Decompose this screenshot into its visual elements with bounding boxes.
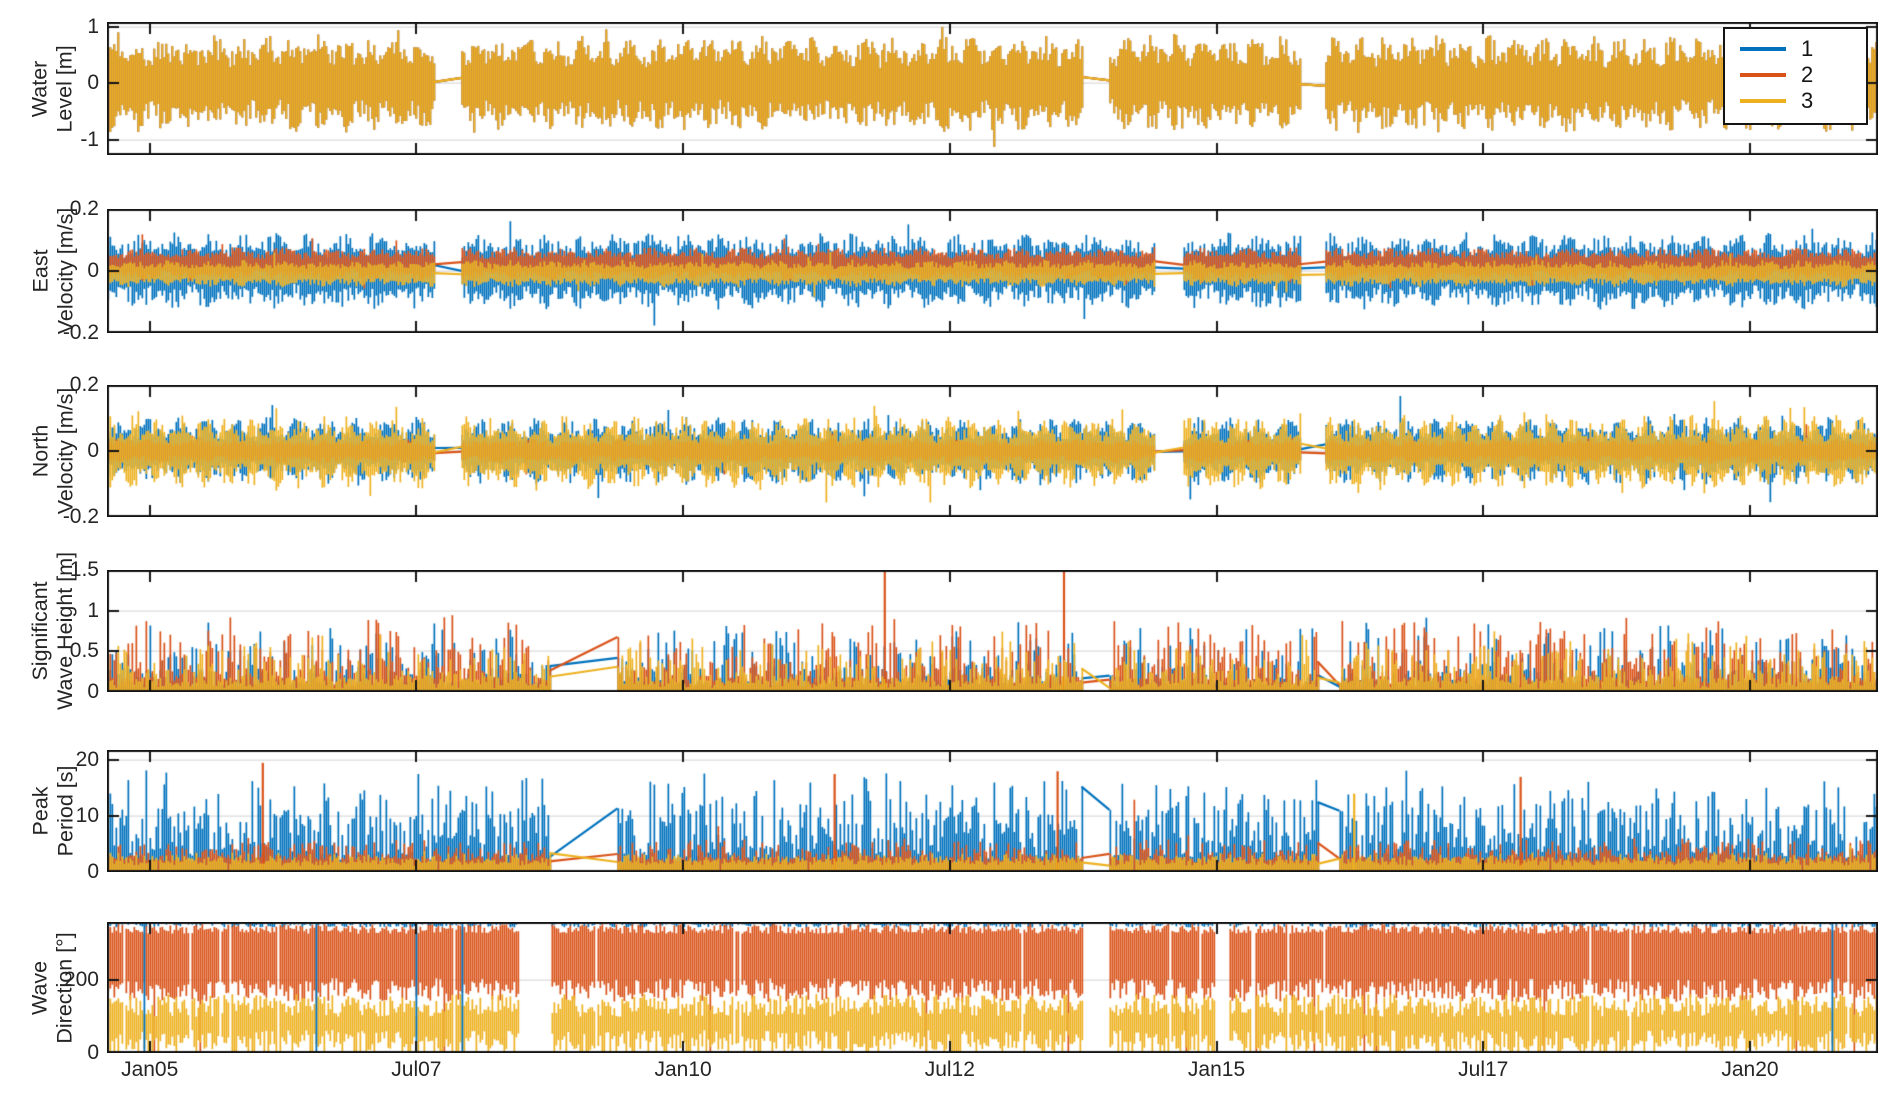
legend-line-swatch-3 — [1740, 99, 1786, 103]
y-axis-label-significant-wave-height: Significant Wave Height [m] — [28, 551, 77, 711]
panel-east-velocity: East Velocity [m/s] 0.2 0 -0.2 — [0, 197, 1892, 344]
north-velocity-canvas — [107, 385, 1878, 517]
peak-period-ytick-label: 20 — [75, 748, 99, 772]
plot-area-north-velocity — [107, 385, 1878, 517]
legend: 1 2 3 — [1723, 27, 1868, 125]
panel-significant-wave-height: Significant Wave Height [m] 1.5 1 0.5 0 — [0, 551, 1892, 711]
significant-wave-height-canvas — [107, 570, 1878, 692]
panel-wave-direction: Wave Direction [°] 200 0 — [0, 922, 1892, 1064]
water-level-ytick-label: 0 — [87, 71, 99, 95]
plot-area-wave-direction — [107, 922, 1878, 1053]
plot-area-significant-wave-height — [107, 570, 1878, 692]
legend-line-swatch-2 — [1740, 73, 1786, 77]
legend-label-2: 2 — [1801, 62, 1814, 87]
peak-period-ytick-label: 0 — [87, 860, 99, 883]
panel-peak-period: Peak Period [s] 20 10 0 — [0, 748, 1892, 883]
x-tick-label-jan15: Jan15 — [1187, 1058, 1246, 1081]
wave-direction-ytick-label: 200 — [63, 968, 99, 992]
east-velocity-ytick-label: 0.2 — [69, 197, 99, 220]
north-velocity-ytick-label: 0 — [87, 439, 99, 462]
legend-label-3: 3 — [1801, 88, 1814, 113]
x-tick-label-jan05: Jan05 — [121, 1058, 179, 1081]
significant-wave-height-ytick-label: 0.5 — [69, 639, 99, 663]
east-velocity-ytick-label: -0.2 — [62, 321, 99, 344]
plot-area-peak-period — [107, 750, 1878, 872]
significant-wave-height-ytick-label: 0 — [87, 680, 99, 703]
peak-period-ytick-label: 10 — [75, 804, 99, 828]
plot-area-water-level: 1 2 3 — [107, 22, 1878, 155]
plot-area-east-velocity — [107, 209, 1878, 333]
x-tick-label-jul07: Jul07 — [391, 1058, 442, 1081]
wave-direction-ytick-label: 0 — [87, 1041, 99, 1064]
north-velocity-ytick-label: -0.2 — [62, 505, 99, 528]
x-tick-label-jul12: Jul12 — [924, 1058, 975, 1081]
panel-north-velocity: North Velocity [m/s] 0.2 0 -0.2 — [0, 373, 1892, 528]
x-tick-label-jan20: Jan20 — [1721, 1058, 1779, 1081]
water-level-canvas — [107, 22, 1878, 155]
significant-wave-height-ytick-label: 1.5 — [69, 558, 99, 581]
significant-wave-height-ytick-label: 1 — [87, 598, 99, 622]
legend-line-swatch-1 — [1740, 47, 1786, 51]
east-velocity-ytick-label: 0 — [87, 259, 99, 282]
east-velocity-canvas — [107, 209, 1878, 333]
water-level-ytick-label: -1 — [80, 127, 99, 151]
legend-entry-1: 1 — [1725, 36, 1866, 62]
north-velocity-ytick-label: 0.2 — [69, 373, 99, 396]
panel-water-level: Water Level [m] 1 2 3 1 0 -1 — [0, 15, 1892, 155]
wave-direction-canvas — [107, 922, 1878, 1053]
legend-entry-2: 2 — [1725, 62, 1866, 88]
water-level-ytick-label: 1 — [87, 15, 99, 39]
legend-entry-3: 3 — [1725, 88, 1866, 114]
peak-period-canvas — [107, 750, 1878, 872]
x-tick-label-jan10: Jan10 — [654, 1058, 712, 1081]
x-tick-label-jul17: Jul17 — [1458, 1058, 1509, 1081]
legend-label-1: 1 — [1801, 36, 1814, 61]
